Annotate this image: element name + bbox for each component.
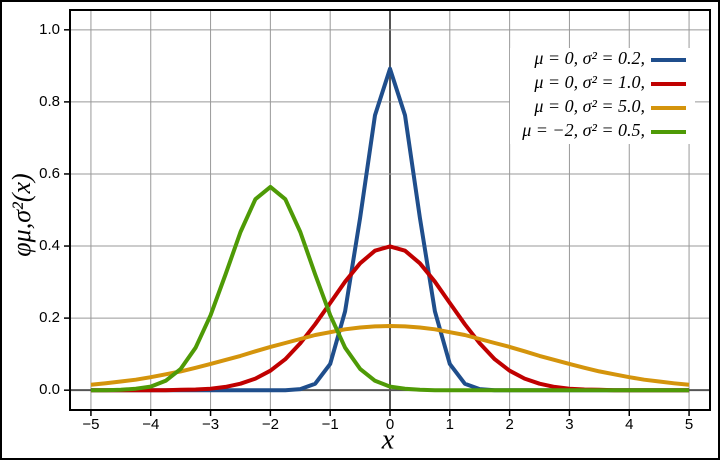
y-tick-label: 0.4	[39, 237, 60, 254]
x-tick-label: −2	[262, 416, 279, 433]
x-tick-label: 4	[625, 416, 633, 433]
line-series	[90, 184, 690, 393]
x-tick-label: 1	[446, 416, 454, 433]
y-tick-label: 0.2	[39, 309, 60, 326]
y-tick-label: 1.0	[39, 21, 60, 38]
y-tick-label: 0.6	[39, 165, 60, 182]
x-tick-label: −3	[202, 416, 219, 433]
y-tick-label: 0.8	[39, 93, 60, 110]
legend-label: μ = −2, σ² = 0.5,	[521, 120, 645, 140]
legend-label: μ = 0, σ² = 1.0,	[533, 72, 645, 92]
x-axis-label: x	[381, 424, 395, 455]
y-tick-label: 0.0	[39, 381, 60, 398]
x-tick-label: 3	[565, 416, 573, 433]
x-tick-label: −4	[142, 416, 159, 433]
x-tick-label: −1	[322, 416, 339, 433]
legend-label: μ = 0, σ² = 0.2,	[533, 48, 645, 68]
x-tick-label: −5	[82, 416, 99, 433]
legend-label: μ = 0, σ² = 5.0,	[533, 96, 645, 116]
plot-frame	[69, 9, 711, 411]
y-axis-label: φμ,σ²(x)	[7, 173, 36, 256]
x-tick-label: 2	[505, 416, 513, 433]
x-tick-label: 0	[386, 416, 394, 433]
x-tick-label: 5	[685, 416, 693, 433]
line-series	[90, 324, 690, 387]
